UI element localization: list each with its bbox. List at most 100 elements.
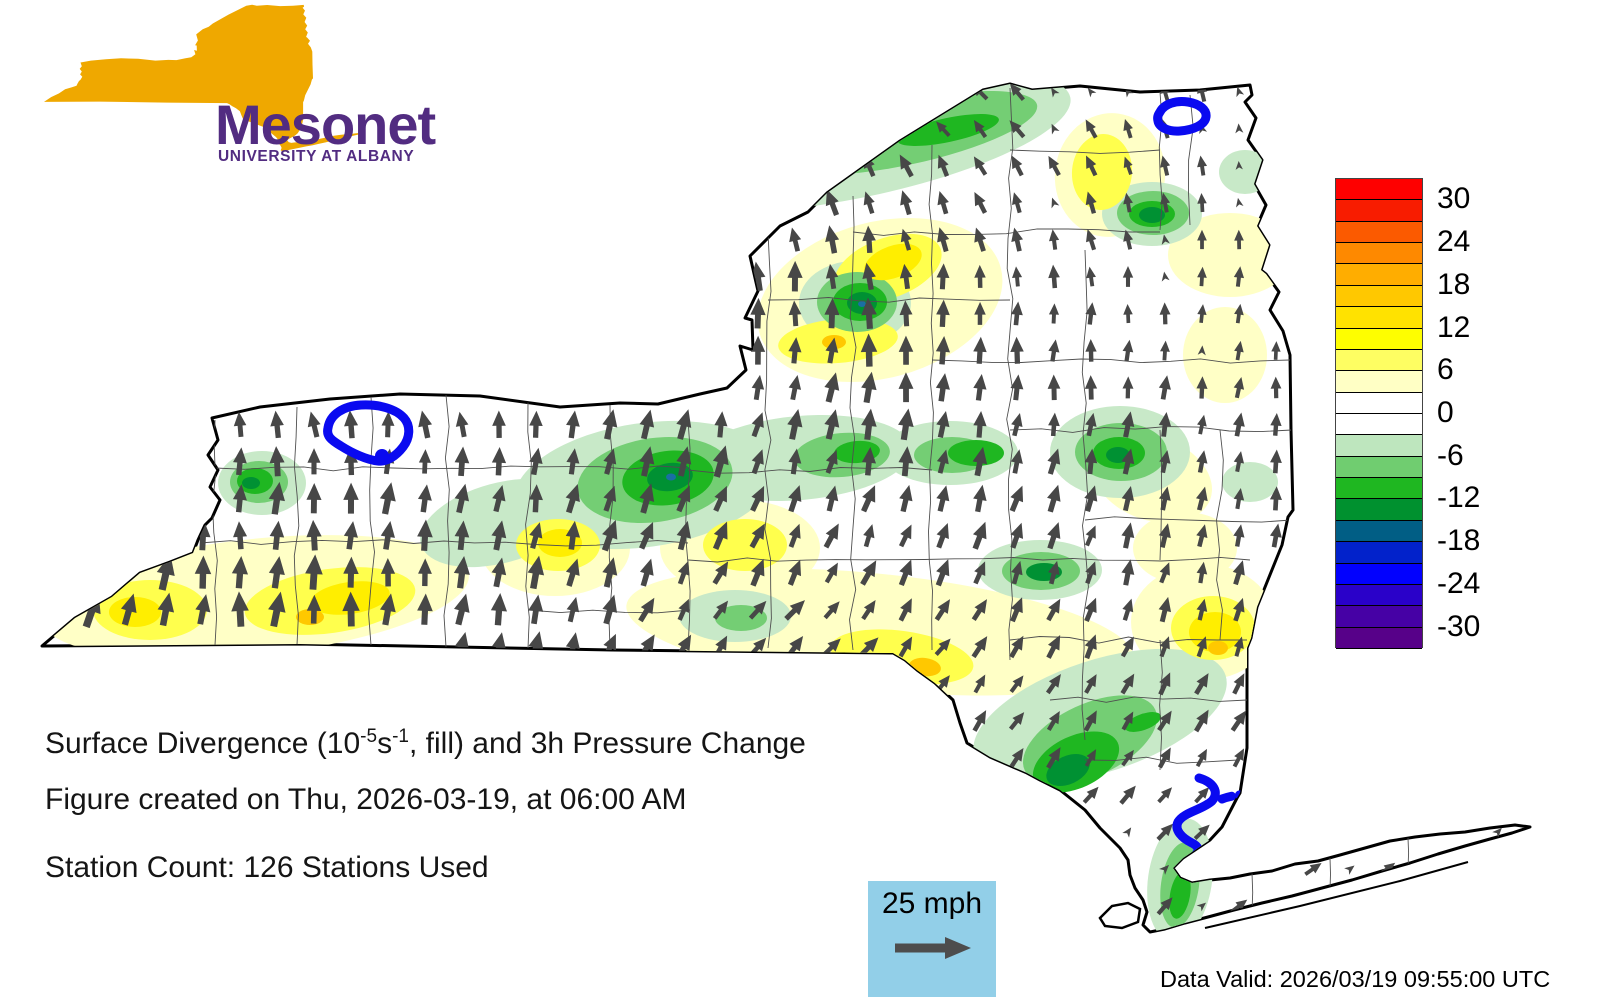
colorbar-cell bbox=[1336, 392, 1422, 414]
wind-arrow bbox=[825, 485, 839, 512]
wind-arrow bbox=[1270, 413, 1282, 436]
wind-arrow bbox=[343, 482, 359, 514]
staten-island-outline bbox=[1098, 901, 1142, 930]
wind-arrow bbox=[1086, 155, 1098, 177]
wind-arrow bbox=[1086, 266, 1096, 287]
wind-arrow bbox=[1084, 375, 1098, 400]
wind-arrow bbox=[1158, 375, 1171, 400]
county-line bbox=[764, 231, 772, 649]
wind-arrow bbox=[934, 599, 951, 621]
wind-arrow bbox=[454, 520, 470, 551]
wind-arrow bbox=[268, 591, 286, 628]
wind-arrow bbox=[1086, 229, 1097, 251]
wind-arrow bbox=[937, 227, 950, 253]
wind-arrow bbox=[1123, 192, 1133, 213]
wind-arrow bbox=[1196, 450, 1208, 473]
wind-arrow bbox=[305, 554, 323, 590]
wind-arrow bbox=[529, 522, 543, 549]
wind-arrow bbox=[749, 523, 765, 549]
wind-arrow bbox=[788, 337, 802, 364]
wind-arrow bbox=[1194, 787, 1210, 804]
wind-arrow bbox=[1196, 598, 1208, 621]
wind-arrow bbox=[1157, 710, 1172, 732]
wind-arrow bbox=[1195, 748, 1207, 768]
wind-arrow bbox=[712, 521, 728, 550]
pressure-change-contour bbox=[1153, 97, 1211, 136]
county-line bbox=[1009, 636, 1247, 644]
wind-arrow bbox=[676, 409, 692, 440]
colorbar-tick-label: 6 bbox=[1437, 353, 1454, 387]
colorbar-cell bbox=[1336, 221, 1422, 244]
wind-arrow bbox=[750, 558, 765, 587]
wind-arrow bbox=[788, 448, 802, 475]
divergence-fill-blob bbox=[1139, 207, 1165, 223]
county-line bbox=[1329, 857, 1331, 891]
wind-arrow bbox=[1010, 336, 1024, 364]
county-line bbox=[1159, 639, 1163, 771]
wind-arrow bbox=[823, 601, 840, 620]
wind-arrow bbox=[1270, 449, 1282, 474]
wind-arrow bbox=[751, 374, 765, 401]
wind-arrow bbox=[823, 523, 839, 549]
wind-arrow bbox=[1158, 411, 1172, 437]
wind-arrow bbox=[750, 485, 765, 512]
divergence-fill-blob bbox=[1133, 512, 1237, 584]
wind-arrow bbox=[380, 520, 395, 550]
wind-arrow bbox=[307, 411, 321, 438]
wind-arrow bbox=[787, 559, 802, 586]
wind-arrow bbox=[750, 261, 766, 292]
wind-arrow bbox=[1048, 264, 1060, 289]
divergence-fill-blob bbox=[296, 609, 324, 625]
wind-arrow bbox=[788, 485, 802, 513]
divergence-fill-blob bbox=[666, 473, 676, 481]
wind-arrow bbox=[344, 410, 359, 439]
wind-arrow bbox=[1158, 523, 1171, 548]
wind-arrow bbox=[1084, 485, 1098, 512]
wind-arrow bbox=[1197, 345, 1206, 356]
county-line bbox=[212, 419, 218, 646]
wind-arrow bbox=[454, 446, 470, 477]
county-line bbox=[687, 467, 933, 474]
wind-arrow bbox=[417, 484, 432, 513]
wind-arrow bbox=[936, 485, 950, 512]
wind-arrow bbox=[825, 263, 839, 290]
wind-arrow bbox=[1232, 748, 1245, 768]
pressure-change-contour bbox=[1217, 789, 1253, 804]
wind-arrow bbox=[1160, 192, 1171, 213]
wind-arrow bbox=[1010, 597, 1023, 623]
wind-arrow bbox=[1236, 86, 1245, 98]
wind-arrow bbox=[1051, 197, 1060, 209]
wind-arrow bbox=[565, 558, 580, 587]
wind-arrow bbox=[233, 447, 247, 476]
wind-arrow bbox=[1121, 559, 1135, 586]
wind-arrow bbox=[639, 446, 655, 477]
wind-arrow bbox=[270, 410, 284, 439]
wind-arrow bbox=[1012, 266, 1023, 287]
wind-arrow bbox=[1009, 84, 1025, 102]
divergence-fill-blob bbox=[1169, 871, 1191, 919]
wind-arrow bbox=[1119, 785, 1136, 805]
wind-arrow bbox=[676, 520, 691, 551]
wind-arrow bbox=[1120, 636, 1134, 658]
wind-arrow bbox=[343, 521, 358, 550]
wind-arrow bbox=[898, 408, 914, 441]
wind-arrow bbox=[899, 263, 913, 290]
wind-arrow bbox=[529, 410, 543, 438]
wind-arrow bbox=[1269, 486, 1282, 511]
wind-arrow bbox=[492, 410, 506, 438]
wind-arrow bbox=[1048, 339, 1060, 362]
colorbar-cell bbox=[1336, 520, 1422, 543]
wind-arrow bbox=[1121, 411, 1135, 438]
wind-arrow bbox=[751, 449, 764, 475]
wind-arrow bbox=[973, 484, 987, 513]
wind-arrow bbox=[973, 336, 987, 364]
wind-arrow bbox=[528, 594, 544, 625]
wind-arrow bbox=[1011, 301, 1023, 326]
wind-arrow bbox=[1011, 155, 1024, 177]
wind-arrow bbox=[269, 446, 285, 477]
title-superscript-inv: -1 bbox=[392, 726, 409, 747]
wind-arrow bbox=[1232, 412, 1245, 437]
wind-arrow bbox=[269, 520, 285, 550]
wind-arrow bbox=[1120, 673, 1135, 695]
